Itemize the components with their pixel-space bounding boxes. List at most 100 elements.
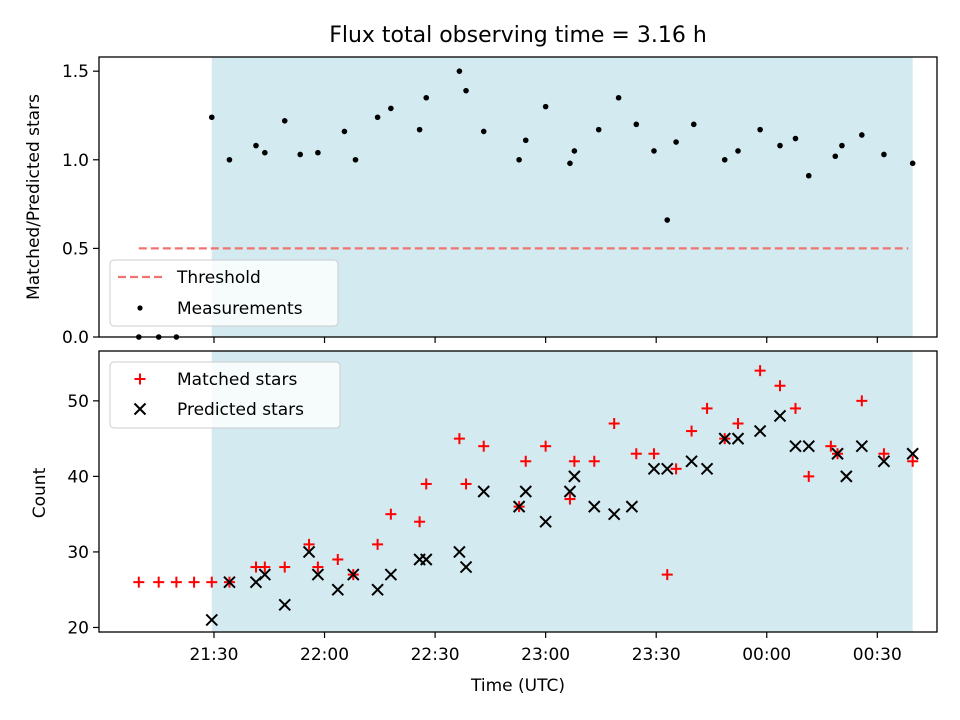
predicted-star-point-b [773,409,787,423]
predicted-star-point-b [384,568,398,581]
bottom-ytick-label: 40 [67,467,89,487]
measurement-point [315,149,321,156]
predicted-star-point [647,462,661,476]
predicted-star-point-b [647,462,661,476]
predicted-star-point [347,568,360,581]
top-legend: Threshold Measurements [109,259,339,327]
predicted-star-point-b [311,568,325,581]
measurement-point [909,160,916,167]
measurement-point [281,117,288,124]
bottom-legend-box [109,361,341,429]
predicted-star-point [700,462,714,476]
matched-star-point [701,402,713,414]
matched-star-point [206,576,218,588]
legend-matched-label: Matched stars [177,370,297,390]
xtick-label: 23:30 [632,645,681,665]
predicted-star-point-b [661,462,674,476]
top-legend-box [109,259,339,327]
top-ytick-label: 1.5 [62,62,89,82]
matched-star-point [564,493,576,505]
predicted-star-point [302,545,316,559]
measurement-point [721,156,728,163]
matched-star-point [453,433,465,445]
predicted-star-point [840,470,853,483]
predicted-star-point [625,500,639,513]
predicted-star-point [459,560,473,574]
predicted-star-point-b [453,545,466,559]
matched-star-point [259,561,271,573]
legend-threshold-label: Threshold [176,268,261,288]
measurement-point [839,142,845,149]
predicted-star-point-b [302,545,316,559]
predicted-star-point [384,568,398,581]
measurement-point [735,148,741,154]
matched-star-point [661,569,673,581]
predicted-star-point-b [877,455,891,468]
predicted-star-point [588,500,601,513]
predicted-star-point [802,439,815,453]
matched-star-point [312,561,324,573]
predicted-star-point [223,575,236,589]
matched-star-point [789,402,801,414]
matched-star-point [414,516,426,528]
predicted-star-point-b [347,568,360,581]
predicted-star-point [718,432,731,445]
predicted-star-point-b [568,470,581,483]
legend-x-marker [133,402,147,416]
matched-star-point [588,455,600,467]
predicted-star-point-b [205,613,218,627]
predicted-star-point-b [477,485,490,498]
measurement-point [792,135,799,142]
predicted-star-point [877,455,891,468]
predicted-star-point-b [625,500,639,513]
matched-star-point [188,576,200,588]
measurement-point [480,128,487,135]
matched-star-point [686,425,698,437]
measurement-point [832,153,839,160]
matched-star-point [279,561,291,573]
predicted-star-point-b [278,598,291,612]
predicted-star-point [371,583,384,596]
predicted-star-point [539,515,552,528]
measurement-point [456,68,463,74]
measurement-point [595,126,602,133]
measurement-point [567,160,573,167]
predicted-star-point [773,409,787,423]
legend-measurements-label: Measurements [177,299,303,319]
predicted-star-point [568,470,581,483]
predicted-star-point-b [459,560,473,574]
predicted-star-point-b [588,500,601,513]
matched-star-point [608,418,620,430]
predicted-star-point-b [831,447,844,460]
predicted-star-point-b [731,432,745,445]
predicted-star-point-b [258,568,272,581]
predicted-star-point [607,507,621,521]
measurement-point [690,121,697,128]
matched-star-point [133,576,145,588]
measurement-point [757,126,763,133]
measurement-point [859,132,865,138]
top-axes-frame [98,56,938,338]
matched-star-point [153,576,165,588]
measurement-point [416,126,423,133]
predicted-star-point-b [371,583,384,596]
predicted-star-point [311,568,325,581]
predicted-star-point-b [855,439,869,453]
matched-star-point [520,455,532,467]
xtick-label: 00:30 [853,645,902,665]
predicted-star-point [789,439,802,453]
matched-star-point [803,470,815,482]
matched-star-point [478,440,490,452]
predicted-star-point [420,553,433,566]
top-x-ticks [213,337,878,343]
xtick-label: 00:00 [742,645,791,665]
xtick-label: 22:30 [411,645,460,665]
measurement-point [352,156,359,163]
measurement-point [777,142,783,149]
matched-star-point [332,553,344,565]
predicted-star-point-b [539,515,552,528]
x-axis-label: Time (UTC) [470,676,565,696]
legend-predicted-label: Predicted stars [177,400,304,420]
bottom-ytick-label: 30 [67,543,89,563]
